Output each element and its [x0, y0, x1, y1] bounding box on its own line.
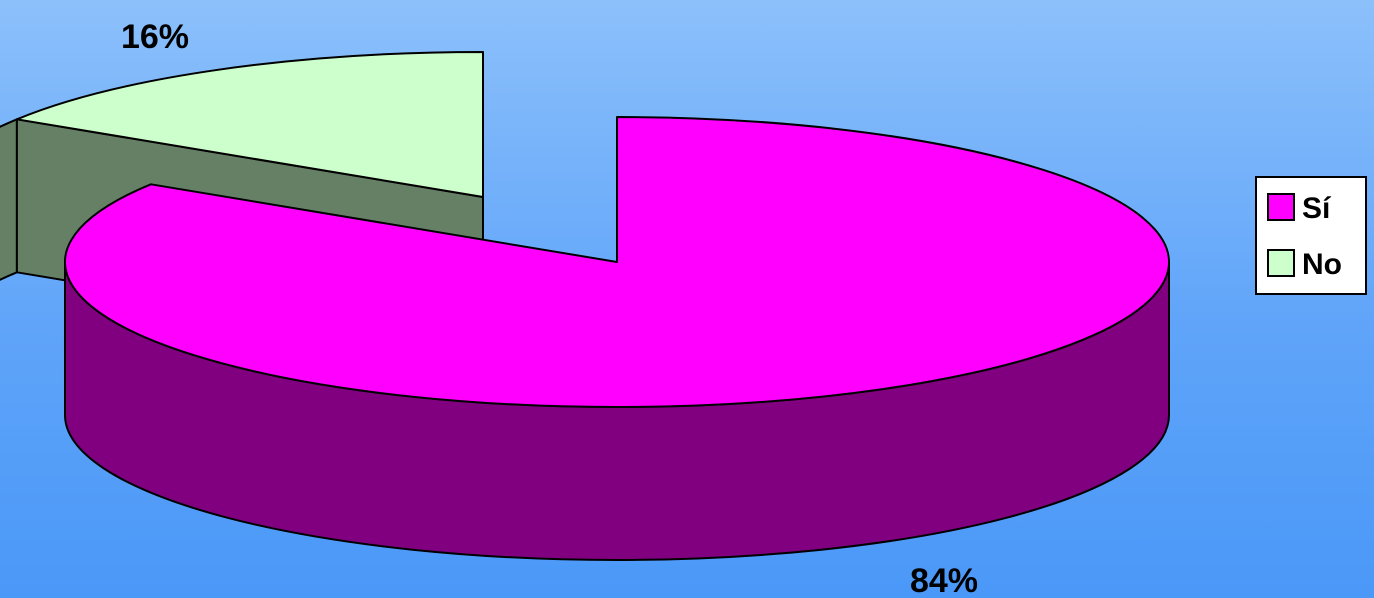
legend: Sí No	[1255, 176, 1367, 295]
slice-no-top	[15, 51, 484, 198]
legend-label-no: No	[1302, 248, 1342, 281]
slice-si	[63, 116, 1170, 561]
legend-swatch-si	[1267, 193, 1295, 221]
legend-label-si: Sí	[1302, 192, 1332, 225]
slice-no-side-outer	[0, 118, 18, 281]
data-label-si: 84%	[910, 562, 978, 598]
slice-si-top	[63, 116, 1170, 408]
legend-swatch-no	[1267, 249, 1295, 277]
data-label-no: 16%	[121, 18, 189, 56]
